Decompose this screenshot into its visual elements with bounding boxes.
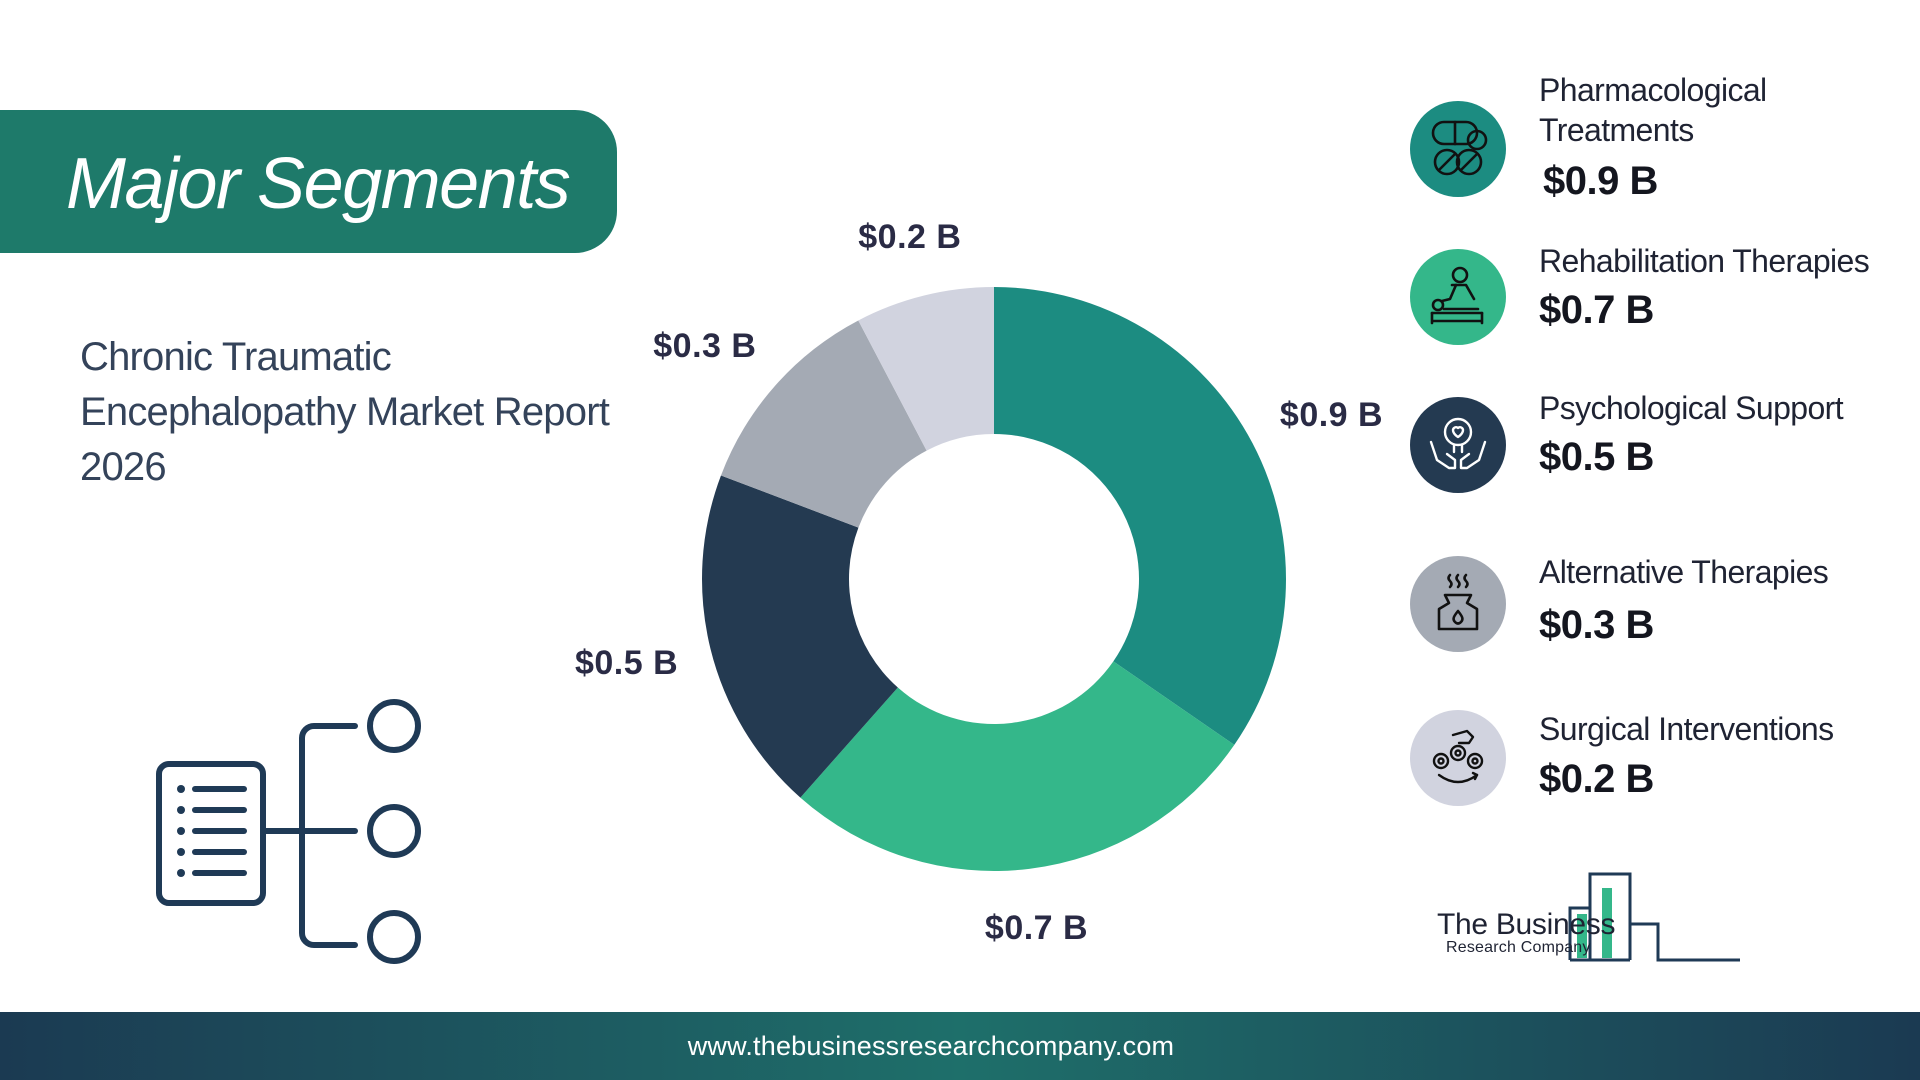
brand-subtitle: Research Company (1446, 939, 1591, 956)
donut-slice (800, 661, 1235, 871)
donut-slice (702, 475, 898, 798)
legend-value: $0.7 B (1539, 288, 1654, 332)
report-title-line: Encephalopathy Market Report (80, 390, 610, 434)
data-label: $0.7 B (984, 909, 1089, 948)
data-label: $0.5 B (574, 644, 679, 683)
report-title-line: Chronic Traumatic (80, 335, 392, 379)
skyline-logo-mark (1568, 872, 1740, 962)
donut-slice (858, 287, 994, 451)
data-label: $0.3 B (653, 326, 757, 365)
legend-value: $0.5 B (1539, 435, 1654, 479)
gears-hand-icon (1410, 710, 1506, 806)
legend-name: Pharmacological Treatments (1539, 72, 1767, 148)
donut-slice (720, 320, 927, 528)
data-label: $0.2 B (858, 218, 962, 257)
website-link[interactable]: www.thebusinessresearchcompany.com (687, 1031, 1175, 1061)
legend-name: Alternative Therapies (1539, 554, 1829, 590)
aroma-diffuser-icon (1410, 556, 1506, 652)
legend-name: Surgical Interventions (1539, 711, 1834, 747)
report-title-line: 2026 (80, 445, 167, 489)
hierarchy-icon (156, 699, 421, 964)
massage-therapy-icon (1410, 249, 1506, 345)
mental-health-hands-icon (1410, 397, 1506, 493)
company-logo: The Business Research Company (1430, 868, 1750, 968)
header-banner: Major Segments (0, 110, 617, 253)
footer-bar: www.thebusinessresearchcompany.com (0, 1012, 1920, 1080)
legend-name: Rehabilitation Therapies (1539, 243, 1870, 279)
legend-value: $0.2 B (1539, 757, 1654, 801)
pills-icon (1410, 101, 1506, 197)
report-title: Chronic Traumatic Encephalopathy Market … (80, 330, 640, 495)
page-title: Major Segments (66, 144, 571, 224)
legend-value: $0.3 B (1539, 603, 1654, 647)
legend-value: $0.9 B (1543, 159, 1658, 203)
donut-slice (994, 287, 1286, 745)
legend-name: Psychological Support (1539, 390, 1844, 426)
data-label: $0.9 B (1279, 396, 1384, 435)
brand-name: The Business (1437, 908, 1616, 941)
legend: Pharmacological Treatments $0.9 B Rehabi… (1410, 0, 1910, 1000)
